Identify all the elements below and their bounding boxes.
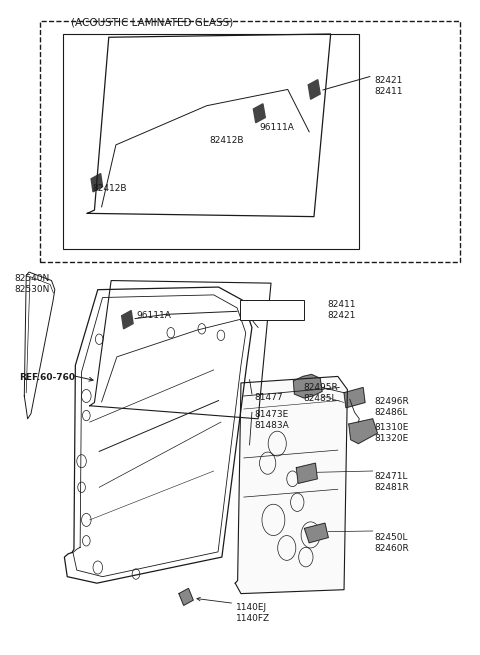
Text: 81310E
81320E: 81310E 81320E: [374, 423, 409, 443]
Text: 1140EJ
1140FZ: 1140EJ 1140FZ: [236, 603, 270, 623]
Polygon shape: [349, 419, 377, 443]
Text: 82411
82421: 82411 82421: [327, 300, 356, 320]
Polygon shape: [91, 174, 103, 192]
Text: 96111A: 96111A: [136, 310, 171, 320]
Text: 82421
82411: 82421 82411: [374, 77, 403, 96]
Text: 82412B: 82412B: [209, 136, 243, 145]
Text: 82450L
82460R: 82450L 82460R: [374, 533, 409, 553]
Polygon shape: [121, 310, 133, 329]
Text: 82412B: 82412B: [92, 184, 127, 193]
Bar: [63, 34, 360, 250]
Text: (ACOUSTIC LAMINATED GLASS): (ACOUSTIC LAMINATED GLASS): [71, 18, 233, 28]
Polygon shape: [296, 463, 317, 483]
Polygon shape: [179, 588, 193, 605]
Polygon shape: [304, 523, 328, 543]
Bar: [240, 300, 304, 320]
Text: 82540N
82530N: 82540N 82530N: [15, 274, 50, 294]
Polygon shape: [235, 377, 348, 593]
Polygon shape: [344, 388, 365, 407]
Polygon shape: [253, 103, 265, 122]
Text: 82496R
82486L: 82496R 82486L: [374, 398, 409, 417]
Text: 82495R
82485L: 82495R 82485L: [303, 383, 338, 403]
Polygon shape: [293, 375, 322, 398]
Text: 81473E
81483A: 81473E 81483A: [254, 409, 289, 430]
Polygon shape: [308, 80, 320, 99]
Text: 81477: 81477: [254, 393, 283, 402]
Text: REF.60-760: REF.60-760: [20, 373, 75, 382]
Text: 82471L
82481R: 82471L 82481R: [374, 472, 409, 493]
Text: 96111A: 96111A: [259, 123, 294, 132]
